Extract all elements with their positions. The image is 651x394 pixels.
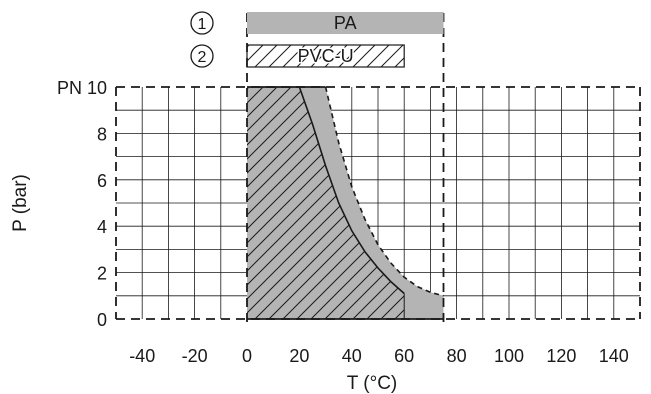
x-tick-label: -20 [182,346,208,366]
x-tick-label: 140 [599,346,629,366]
x-axis-label: T (°C) [347,373,398,394]
x-tick-label: 60 [394,346,414,366]
x-tick-label: 120 [546,346,576,366]
legend-marker-circle-1 [190,44,214,68]
legend-bar-1 [246,44,405,68]
legend-label-0: PA [334,13,357,33]
legend-marker-circle-0 [190,11,214,35]
y-tick-label: 2 [97,264,107,284]
legend: PA 1 PVC-U 2 [190,11,444,68]
y-tick-label: 4 [97,217,107,237]
x-tick-label: 20 [289,346,309,366]
x-tick-label: 80 [447,346,467,366]
pvc-u-curve [298,86,405,295]
legend-marker-1: 2 [198,49,207,66]
pvc-u-area [247,87,405,319]
tick-labels: -40 -20 0 20 40 60 80 100 120 140 0 2 4 6 8 PN 10 [57,78,629,366]
legend-bar-0 [247,12,444,34]
y-tick-label: 6 [97,171,107,191]
legend-label-1: PVC-U [298,46,354,66]
rating-areas [247,86,444,319]
y-tick-label: 0 [97,310,107,330]
y-top-label: PN 10 [57,78,107,98]
legend-marker-0: 1 [198,16,207,33]
y-tick-label: 8 [97,124,107,144]
x-tick-label: -40 [129,346,155,366]
x-tick-label: 0 [242,346,252,366]
x-tick-label: 40 [342,346,362,366]
x-tick-label: 100 [494,346,524,366]
y-axis-label: P (bar) [10,174,31,232]
